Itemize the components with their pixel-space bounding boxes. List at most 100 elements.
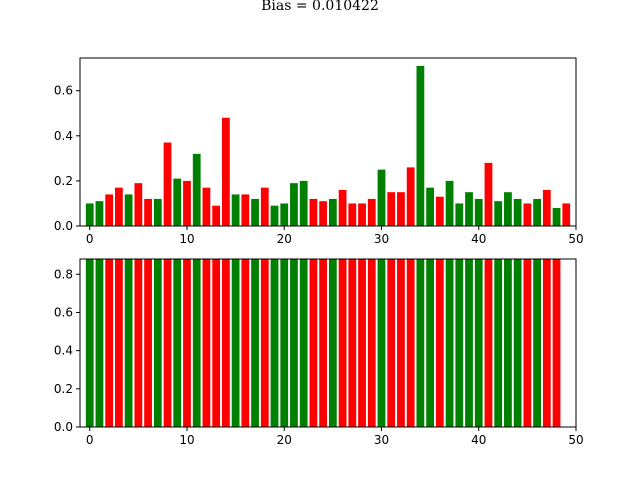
y-tick-label: 0.0: [54, 420, 73, 434]
bar: [348, 203, 357, 226]
bar: [504, 192, 512, 226]
bar: [435, 196, 444, 226]
bar: [192, 259, 201, 427]
bar: [338, 189, 347, 226]
bar: [377, 259, 386, 427]
bar: [377, 169, 386, 226]
bar: [455, 259, 464, 427]
x-tick-label: 50: [568, 433, 583, 447]
y-tick-label: 0.2: [54, 382, 73, 396]
bar: [426, 187, 435, 226]
bar: [367, 259, 376, 427]
bar: [455, 203, 464, 226]
bar: [260, 259, 269, 427]
bar: [542, 189, 551, 226]
y-tick-label: 0.4: [54, 344, 73, 358]
y-tick-label: 0.6: [54, 305, 73, 319]
x-tick-label: 40: [471, 232, 486, 246]
bar: [484, 162, 493, 226]
bar: [173, 259, 182, 427]
bar: [202, 259, 211, 427]
bar: [251, 198, 259, 226]
bar: [153, 198, 162, 226]
bar: [367, 198, 376, 226]
bar: [416, 65, 425, 226]
bar: [504, 259, 512, 427]
bar: [494, 201, 503, 226]
bar: [562, 203, 571, 226]
bar: [348, 259, 357, 427]
bar: [124, 259, 133, 427]
bar: [513, 198, 522, 226]
x-tick-label: 0: [86, 433, 94, 447]
bar: [484, 259, 493, 427]
bar: [144, 259, 152, 427]
x-tick-label: 0: [86, 232, 94, 246]
x-tick-label: 30: [374, 433, 389, 447]
bar: [221, 259, 230, 427]
bar: [95, 201, 104, 226]
bar: [328, 198, 337, 226]
y-tick-label: 0.0: [54, 219, 73, 233]
bar: [542, 259, 551, 427]
bar: [474, 198, 483, 226]
bar: [445, 180, 454, 226]
bar: [105, 259, 114, 427]
bar: [319, 201, 328, 226]
bar: [221, 117, 230, 226]
bar: [290, 259, 298, 427]
bar: [523, 203, 532, 226]
bar: [241, 259, 250, 427]
bar: [183, 259, 191, 427]
bar: [435, 259, 444, 427]
bar: [241, 194, 250, 226]
bar: [105, 194, 114, 226]
x-tick-label: 10: [179, 232, 194, 246]
bar: [474, 259, 483, 427]
bar: [270, 259, 279, 427]
bar: [465, 259, 473, 427]
bar: [387, 259, 396, 427]
y-tick-label: 0.2: [54, 174, 73, 188]
bar: [309, 259, 318, 427]
bar: [533, 259, 541, 427]
bar: [358, 259, 366, 427]
bar: [85, 203, 94, 226]
bar: [270, 205, 279, 226]
bar: [338, 259, 347, 427]
bar: [163, 259, 172, 427]
bar: [533, 198, 541, 226]
bar: [387, 192, 396, 226]
x-tick-label: 30: [374, 232, 389, 246]
x-tick-label: 40: [471, 433, 486, 447]
bar: [397, 192, 405, 226]
x-tick-label: 50: [568, 232, 583, 246]
bar: [397, 259, 405, 427]
bar: [173, 178, 182, 226]
x-tick-label: 20: [277, 433, 292, 447]
top-bar-chart: 0 10 20 30 40 50 0.0 0.2 0.4 0.6: [54, 57, 584, 246]
bar: [153, 259, 162, 427]
bar: [115, 187, 123, 226]
bar: [309, 198, 318, 226]
axes-frame: [79, 258, 577, 428]
bar: [134, 183, 143, 226]
x-tick-label: 20: [277, 232, 292, 246]
y-tick-label: 0.6: [54, 84, 73, 98]
bar: [85, 259, 94, 427]
bar: [163, 142, 172, 226]
y-tick-label: 0.4: [54, 129, 73, 143]
bar: [552, 259, 561, 427]
bar: [465, 192, 473, 226]
bar: [212, 259, 221, 427]
bar: [523, 259, 532, 427]
bar: [231, 259, 240, 427]
bar: [134, 259, 143, 427]
bar: [290, 183, 298, 226]
bar: [124, 194, 133, 226]
bar: [358, 203, 366, 226]
bar: [260, 187, 269, 226]
bar: [202, 187, 211, 226]
bar: [299, 180, 308, 226]
